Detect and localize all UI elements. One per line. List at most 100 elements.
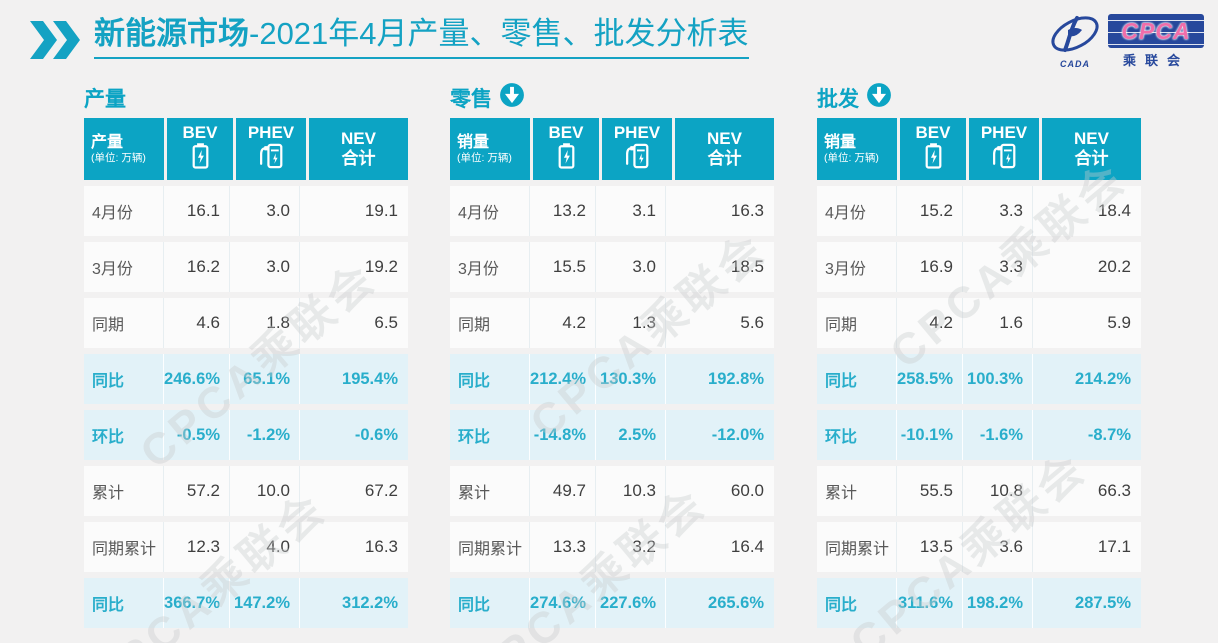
nev-total-value: 16.4	[730, 537, 764, 556]
charging-station-icon	[625, 143, 649, 174]
nev-total-value: 5.6	[740, 313, 764, 332]
nev-label: NEV	[1074, 128, 1109, 148]
bev-value: 15.5	[530, 242, 596, 292]
phev-value: 2.5%	[596, 410, 666, 460]
bev-value: 366.7%	[164, 578, 230, 628]
cpca-logo-wordmark: CPCA 乘联会	[1108, 14, 1204, 69]
table-row: 累计 57.2 10.0 67.2	[84, 466, 408, 516]
nev-total-value: 192.8%	[708, 369, 764, 388]
bev-value: 16.2	[164, 242, 230, 292]
phev-value: 147.2%	[230, 578, 300, 628]
table-row: 3月份 16.9 3.3 20.2	[817, 242, 1141, 292]
phev-value: 10.0	[230, 466, 300, 516]
row-label: 3月份	[450, 242, 530, 292]
metric-label: 产量	[91, 134, 124, 152]
nev-total-value: -12.0%	[711, 425, 764, 444]
row-label: 同比	[817, 354, 897, 404]
cpca-logo: CADA CPCA 乘联会	[1046, 14, 1204, 69]
bev-label: BEV	[182, 123, 218, 142]
unit-label: (单位: 万辆)	[457, 152, 512, 165]
table-row: 3月份 15.5 3.0 18.5	[450, 242, 774, 292]
wholesale-section-title: 批发	[817, 82, 1141, 114]
nev-total-value: 265.6%	[708, 593, 764, 612]
retail-table-header: 销量 (单位: 万辆) BEV PHEV NEV 合计	[450, 118, 774, 180]
row-label: 3月份	[84, 242, 164, 292]
phev-value: 3.0	[230, 186, 300, 236]
phev-value: 1.3	[596, 298, 666, 348]
bev-value: 13.2	[530, 186, 596, 236]
cpca-box: CPCA	[1108, 14, 1204, 48]
table-row: 同期 4.2 1.3 5.6	[450, 298, 774, 348]
nev-total-value: 67.2	[364, 481, 398, 500]
phev-value: 100.3%	[963, 354, 1033, 404]
bev-value: -10.1%	[897, 410, 963, 460]
row-label: 累计	[84, 466, 164, 516]
table-row: 累计 49.7 10.3 60.0	[450, 466, 774, 516]
nev-total-value: 214.2%	[1075, 369, 1131, 388]
bev-value: 311.6%	[897, 578, 963, 628]
phev-value: 3.3	[963, 186, 1033, 236]
row-label: 4月份	[450, 186, 530, 236]
nev-total-value: 16.3	[730, 201, 764, 220]
bev-value: -14.8%	[530, 410, 596, 460]
phev-value: 10.3	[596, 466, 666, 516]
bev-value: 16.1	[164, 186, 230, 236]
bev-value: 258.5%	[897, 354, 963, 404]
row-label: 环比	[817, 410, 897, 460]
page-title-main: 新能源市场	[94, 16, 249, 51]
table-row: 环比 -0.5% -1.2% -0.6%	[84, 410, 408, 460]
row-label: 同比	[84, 354, 164, 404]
nev-total-value: 20.2	[1097, 257, 1131, 276]
phev-value: 4.0	[230, 522, 300, 572]
double-chevron-icon	[28, 20, 80, 65]
nev-total-label: 合计	[707, 149, 742, 168]
nev-label: NEV	[707, 128, 742, 148]
phev-value: 10.8	[963, 466, 1033, 516]
header-cell-metric: 销量 (单位: 万辆)	[817, 118, 897, 180]
table-row: 同比 246.6% 65.1% 195.4%	[84, 354, 408, 404]
phev-value: -1.6%	[963, 410, 1033, 460]
cpca-ellipse-icon	[1051, 16, 1099, 52]
table-row: 同期累计 13.5 3.6 17.1	[817, 522, 1141, 572]
retail-table-body: 4月份 13.2 3.1 16.3 3月份 15.5 3.0 18.5 同期 4.2 1.3 5.6 同…	[450, 186, 774, 628]
header-cell-bev: BEV	[167, 118, 233, 180]
row-label: 同期累计	[450, 522, 530, 572]
nev-total-value: 18.5	[730, 257, 764, 276]
charging-station-icon	[259, 143, 283, 174]
row-label: 同比	[817, 578, 897, 628]
production-table-section: 产量 产量 (单位: 万辆) BEV PHEV NEV 合计 4月份 16.1 3.…	[84, 82, 408, 628]
header-cell-nev-total: NEV 合计	[1042, 118, 1141, 180]
table-row: 同比 274.6% 227.6% 265.6%	[450, 578, 774, 628]
table-row: 4月份 15.2 3.3 18.4	[817, 186, 1141, 236]
row-label: 同比	[450, 578, 530, 628]
bev-value: 15.2	[897, 186, 963, 236]
bev-value: 49.7	[530, 466, 596, 516]
row-label: 同比	[450, 354, 530, 404]
nev-total-label: 合计	[341, 149, 376, 168]
phev-label: PHEV	[247, 123, 295, 142]
bev-value: 4.2	[530, 298, 596, 348]
table-row: 同比 212.4% 130.3% 192.8%	[450, 354, 774, 404]
row-label: 4月份	[817, 186, 897, 236]
table-row: 同期 4.2 1.6 5.9	[817, 298, 1141, 348]
header-cell-nev-total: NEV 合计	[309, 118, 408, 180]
nev-total-value: 16.3	[364, 537, 398, 556]
row-label: 同期	[817, 298, 897, 348]
unit-label: (单位: 万辆)	[91, 152, 146, 165]
cpca-label: CPCA	[1121, 17, 1191, 44]
nev-total-value: 60.0	[730, 481, 764, 500]
retail-section-title: 零售	[450, 82, 774, 114]
nev-total-value: 312.2%	[342, 593, 398, 612]
battery-icon	[558, 143, 575, 174]
unit-label: (单位: 万辆)	[824, 152, 879, 165]
phev-value: -1.2%	[230, 410, 300, 460]
header-cell-metric: 销量 (单位: 万辆)	[450, 118, 530, 180]
phev-value: 3.6	[963, 522, 1033, 572]
header-cell-phev: PHEV	[602, 118, 672, 180]
table-row: 累计 55.5 10.8 66.3	[817, 466, 1141, 516]
phev-value: 65.1%	[230, 354, 300, 404]
battery-icon	[192, 143, 209, 174]
phev-value: 3.0	[596, 242, 666, 292]
phev-value: 1.6	[963, 298, 1033, 348]
table-row: 同期累计 12.3 4.0 16.3	[84, 522, 408, 572]
